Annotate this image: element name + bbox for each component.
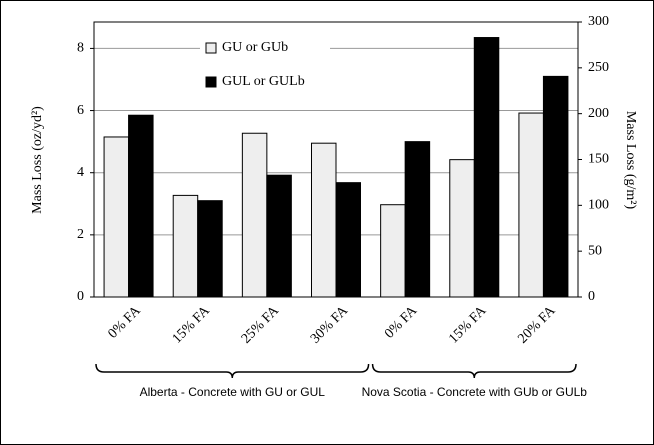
y2-tick-label: 250	[588, 60, 609, 75]
bar	[542, 75, 569, 298]
plot-border	[93, 21, 579, 298]
y-axis-title: Mass Loss (oz/yd²)	[30, 106, 45, 214]
group-label: Nova Scotia - Concrete with GUb or GULb	[362, 385, 588, 399]
bar	[197, 200, 223, 298]
legend-swatch	[205, 76, 217, 88]
legend-label: GUL or GULb	[222, 74, 305, 89]
y2-tick-label: 50	[588, 243, 602, 258]
y2-tick-label: 300	[588, 14, 609, 29]
y-tick-label: 0	[77, 289, 84, 304]
bar	[449, 159, 475, 298]
bar	[380, 204, 406, 298]
y-tick-label: 8	[77, 41, 84, 56]
y2-tick-label: 150	[588, 152, 609, 167]
group-bracket	[95, 363, 370, 379]
bar	[266, 174, 292, 298]
bar	[172, 194, 199, 298]
y-tick-label: 4	[77, 165, 84, 180]
bar	[128, 114, 154, 298]
legend-label: GU or GUb	[222, 40, 288, 55]
bar	[518, 112, 544, 298]
bar	[335, 182, 361, 298]
y-tick-label: 2	[77, 227, 84, 242]
bar	[473, 37, 500, 298]
legend-swatch	[205, 42, 217, 54]
group-bracket	[371, 363, 577, 379]
y2-tick-label: 100	[588, 198, 609, 213]
y2-axis-title: Mass Loss (g/m²)	[623, 111, 638, 210]
y2-tick-label: 0	[588, 289, 595, 304]
bar	[311, 142, 337, 298]
legend-box	[200, 34, 330, 96]
y2-tick-label: 200	[588, 106, 609, 121]
bar	[404, 141, 431, 298]
group-label: Alberta - Concrete with GU or GUL	[140, 385, 326, 399]
y-tick-label: 6	[77, 103, 84, 118]
bar	[103, 136, 130, 298]
bar	[241, 132, 268, 298]
